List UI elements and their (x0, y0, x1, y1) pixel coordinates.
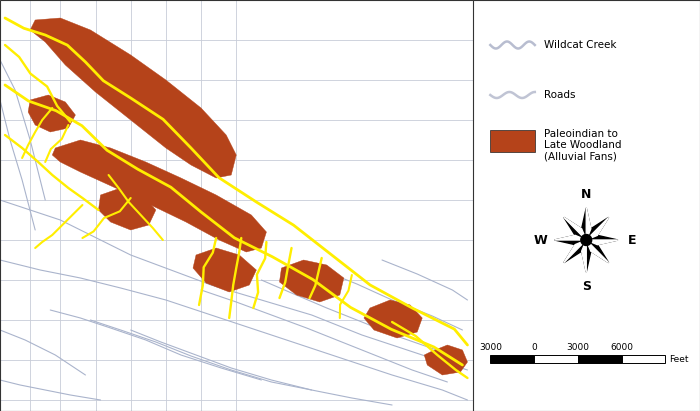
Polygon shape (554, 236, 587, 240)
Polygon shape (564, 217, 587, 240)
Polygon shape (28, 95, 76, 132)
Text: 3000: 3000 (479, 343, 502, 352)
Polygon shape (564, 240, 587, 263)
Polygon shape (279, 260, 344, 302)
Text: Paleoindian to: Paleoindian to (544, 129, 617, 139)
Polygon shape (52, 140, 267, 252)
Polygon shape (99, 188, 156, 230)
Polygon shape (582, 240, 587, 272)
Text: Feet: Feet (669, 355, 689, 363)
Polygon shape (424, 345, 468, 375)
Text: 3000: 3000 (566, 343, 589, 352)
Bar (490, 130, 535, 152)
Polygon shape (554, 208, 618, 272)
Polygon shape (30, 18, 237, 178)
Bar (490, 355, 534, 363)
Text: Wildcat Creek: Wildcat Creek (544, 40, 616, 50)
Polygon shape (581, 235, 592, 245)
Text: W: W (534, 233, 547, 247)
Text: 6000: 6000 (610, 343, 633, 352)
Bar (578, 355, 622, 363)
Polygon shape (587, 208, 591, 240)
Polygon shape (193, 248, 256, 292)
Bar (534, 355, 578, 363)
Text: N: N (581, 187, 592, 201)
Text: 0: 0 (531, 343, 537, 352)
Polygon shape (587, 217, 608, 240)
Text: Roads: Roads (544, 90, 575, 100)
Polygon shape (364, 300, 422, 338)
Text: (Alluvial Fans): (Alluvial Fans) (544, 151, 617, 161)
Bar (622, 355, 666, 363)
Text: Late Woodland: Late Woodland (544, 140, 621, 150)
Text: S: S (582, 279, 591, 293)
Polygon shape (587, 240, 608, 263)
Polygon shape (587, 240, 618, 245)
Text: E: E (627, 233, 636, 247)
